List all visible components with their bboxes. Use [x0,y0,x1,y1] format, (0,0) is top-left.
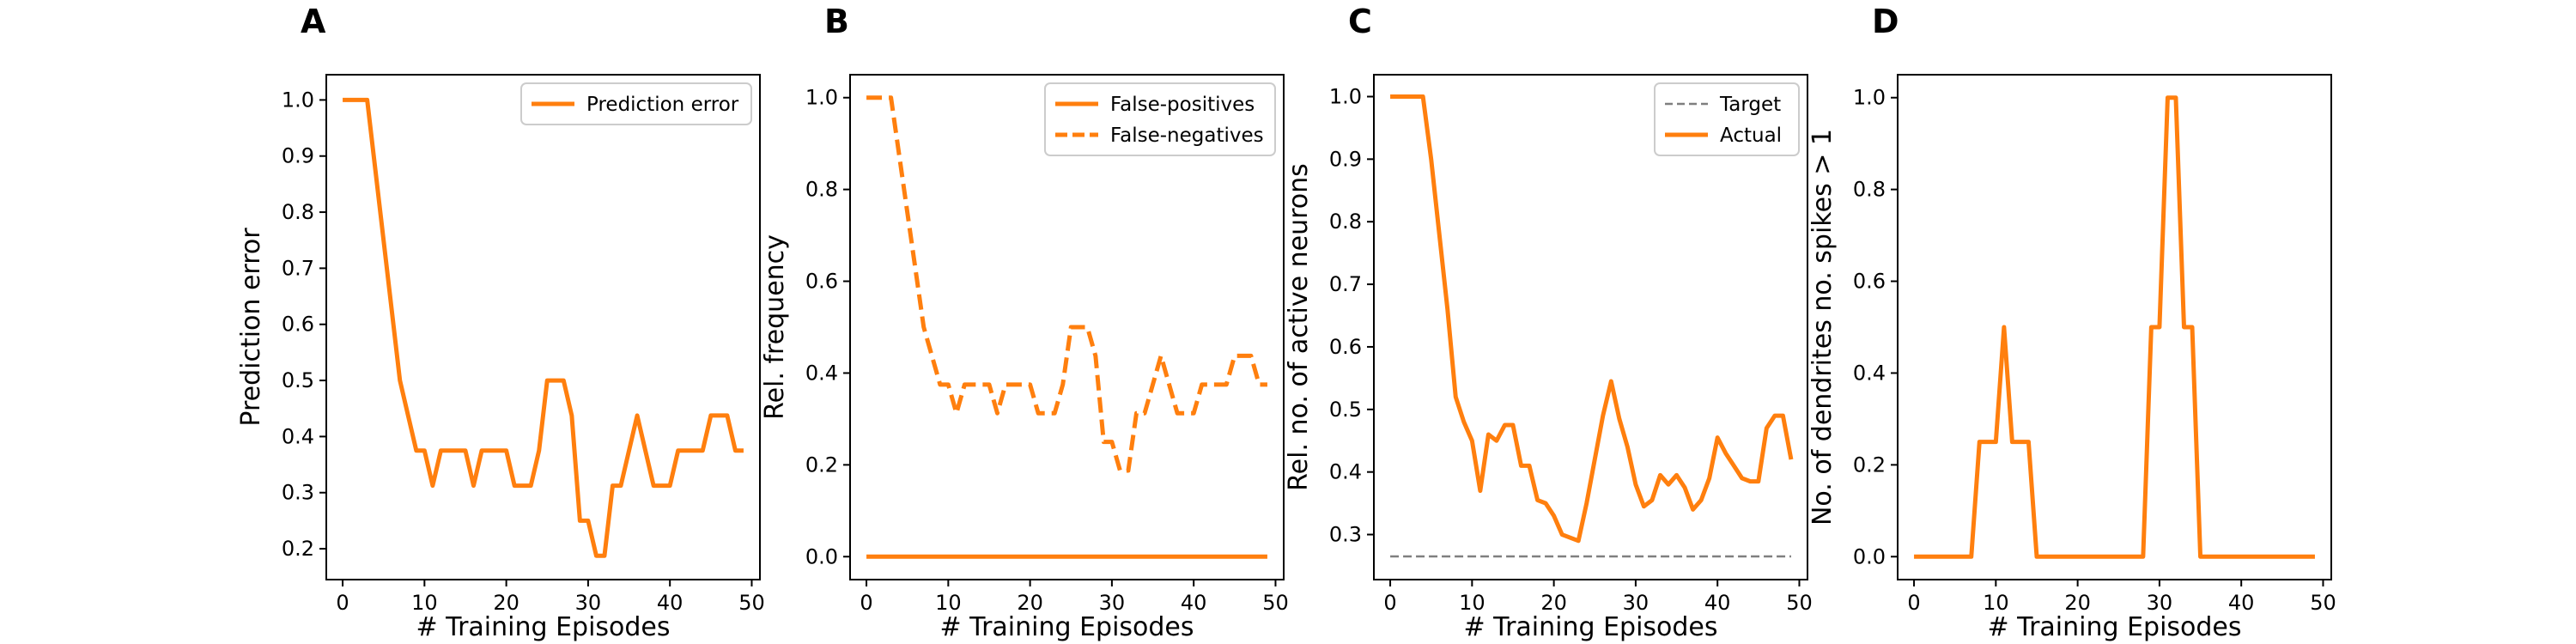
x-axis-label: # Training Episodes [416,612,670,642]
x-tick-label: 0 [336,591,349,615]
y-tick-label: 0.9 [282,144,314,168]
y-tick-label: 0.6 [805,270,838,294]
panel-c: C 0 10 20 30 40 50 0.3 0.4 0.5 0.6 0.7 0.8 0.9 1.0 # Tr… [1284,3,1813,642]
y-tick-label: 0.0 [1853,544,1886,568]
y-tick-label: 1.0 [805,86,838,110]
y-tick-label: 0.4 [282,424,314,448]
x-tick-label: 40 [1704,591,1731,615]
series-line-0 [343,97,744,558]
x-tick-label: 0 [860,591,872,615]
panel-a: A 0 10 20 30 40 50 0.2 0.3 0.4 0.5 0.6 0.7 0.8 0.9 1.0 #… [236,3,765,642]
legend-label: False-negatives [1110,125,1264,147]
legend: Target Actual [1654,82,1800,156]
legend: False-positives False-negatives [1044,82,1276,156]
y-tick-label: 0.6 [282,313,314,337]
axes-frame [325,74,761,580]
panel-letter: B [824,3,849,40]
y-axis-label: No. of dendrites no. spikes > 1 [1807,129,1838,526]
y-tick-label: 0.6 [1853,270,1886,294]
y-tick-label: 0.7 [1329,272,1362,296]
y-tick-label: 0.4 [805,361,838,385]
y-tick-label: 0.5 [282,368,314,392]
x-tick-label: 20 [1017,591,1043,615]
y-tick-label: 0.2 [282,537,314,561]
x-tick-label: 40 [2228,591,2255,615]
y-tick-label: 1.0 [282,88,314,112]
x-tick-label: 10 [935,591,962,615]
legend-box [1654,82,1800,156]
legend-box [1044,82,1276,156]
y-tick-label: 0.2 [805,453,838,477]
x-tick-label: 10 [1983,591,2009,615]
y-axis-label: Rel. frequency [760,234,790,420]
legend-box [520,82,752,125]
y-tick-label: 0.8 [282,200,314,224]
x-tick-label: 50 [1262,591,1289,615]
y-tick-label: 0.2 [1853,453,1886,477]
x-tick-label: 50 [738,591,765,615]
x-axis-label: # Training Episodes [939,612,1194,642]
y-tick-label: 0.7 [282,256,314,280]
axes-frame [849,74,1285,580]
y-tick-label: 0.6 [1329,335,1362,359]
panel-letter: D [1872,3,1899,40]
y-axis-label: Prediction error [236,228,266,427]
x-tick-label: 30 [1099,591,1126,615]
series-line-1 [866,95,1267,473]
legend-label: False-positives [1110,94,1255,116]
y-tick-label: 0.8 [1853,178,1886,202]
series-line-1 [1390,94,1794,544]
y-tick-label: 1.0 [1329,85,1362,109]
y-tick-label: 0.3 [282,481,314,505]
x-tick-label: 10 [1459,591,1485,615]
axes-frame [1373,74,1808,580]
x-tick-label: 20 [1540,591,1567,615]
legend-label: Target [1719,94,1781,116]
x-tick-label: 0 [1907,591,1920,615]
x-tick-label: 40 [657,591,683,615]
y-tick-label: 0.4 [1853,361,1886,385]
panel-letter: C [1348,3,1372,40]
x-axis-label: # Training Episodes [1987,612,2241,642]
x-tick-label: 0 [1383,591,1396,615]
legend-label: Prediction error [586,94,739,116]
legend-label: Actual [1720,125,1782,147]
x-tick-label: 30 [575,591,602,615]
x-axis-label: # Training Episodes [1463,612,1717,642]
y-tick-label: 0.8 [805,178,838,202]
x-tick-label: 20 [493,591,519,615]
panel-d: D 0 10 20 30 40 50 0.0 0.2 0.4 0.6 0.8 1.0 # Training… [1807,3,2336,642]
legend: Prediction error [520,82,752,125]
y-tick-label: 0.0 [805,544,838,568]
y-axis-label: Rel. no. of active neurons [1284,163,1314,491]
x-tick-label: 30 [1623,591,1649,615]
x-tick-label: 50 [1786,591,1813,615]
series-line-0 [1914,95,2315,559]
panel-b: B 0 10 20 30 40 50 0.0 0.2 0.4 0.6 0.8 1.0 # Training… [760,3,1289,642]
x-tick-label: 30 [2147,591,2173,615]
axes-frame [1897,74,2332,580]
y-tick-label: 0.4 [1329,460,1362,484]
y-tick-label: 0.5 [1329,398,1362,422]
x-tick-label: 50 [2310,591,2336,615]
y-tick-label: 0.3 [1329,523,1362,547]
y-tick-label: 0.9 [1329,147,1362,171]
x-tick-label: 10 [411,591,438,615]
y-tick-label: 0.8 [1329,210,1362,234]
panel-letter: A [301,3,326,40]
x-tick-label: 20 [2064,591,2091,615]
y-tick-label: 1.0 [1853,86,1886,110]
x-tick-label: 40 [1181,591,1207,615]
